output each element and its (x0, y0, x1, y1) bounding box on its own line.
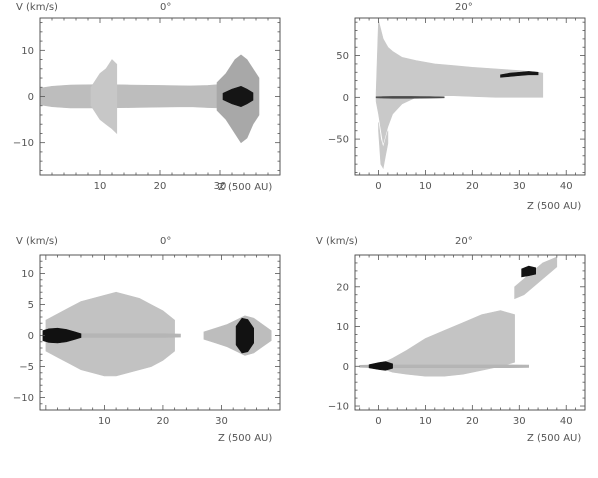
x-tick-label: 10 (419, 181, 432, 192)
series-band-top-right-0 (375, 20, 544, 144)
y-tick-label: −10 (328, 402, 349, 413)
ylabel-bottom-right: V (km/s) (316, 236, 358, 247)
xlabel-bottom-left: Z (500 AU) (218, 433, 272, 444)
x-tick-label: 0 (375, 181, 381, 192)
x-tick-label: 10 (419, 416, 432, 427)
x-tick-label: 20 (466, 181, 479, 192)
y-tick-label: 0 (343, 362, 349, 373)
panel-top-left: V (km/s) 0° Z (500 AU) 10 20 30 −10 0 10 (13, 2, 281, 193)
title-bottom-right: 20° (455, 236, 473, 247)
xlabel-top-right: Z (500 AU) (527, 201, 581, 212)
series-band-bottom-right-3 (514, 256, 558, 300)
series-band-top-left-0 (40, 84, 221, 109)
x-tick-label: 30 (214, 181, 227, 192)
x-tick-label: 10 (98, 416, 111, 427)
series-band-top-left-1 (90, 59, 118, 135)
y-tick-label: −50 (328, 135, 349, 146)
title-top-right: 20° (455, 2, 473, 13)
x-tick-label: 20 (157, 416, 170, 427)
y-tick-label: −10 (13, 138, 34, 149)
series-layer-top-right (375, 20, 544, 170)
series-band-bottom-right-2 (368, 361, 393, 371)
series-layer-top-left (40, 54, 260, 144)
y-tick-label: 0 (28, 92, 34, 103)
panel-bottom-left: V (km/s) 0° Z (500 AU) 10 20 30 −10 −5 0 5 10 (13, 236, 281, 444)
y-tick-label: 20 (336, 282, 349, 293)
series-layer-bottom-right (359, 256, 558, 377)
panel-bottom-right: V (km/s) 20° Z (500 AU) 0 10 20 30 40 −10 0 10 2… (316, 236, 586, 444)
series-band-top-right-1 (375, 96, 445, 99)
series-band-bottom-left-2 (42, 327, 82, 344)
panel-top-right: 20° Z (500 AU) 0 10 20 30 40 −50 0 50 (328, 2, 586, 212)
title-top-left: 0° (160, 2, 171, 13)
x-tick-label: 40 (560, 416, 573, 427)
x-tick-label: 40 (560, 181, 573, 192)
series-band-top-right-2 (378, 122, 389, 170)
xlabel-top-left: Z (500 AU) (218, 182, 272, 193)
y-tick-label: 10 (21, 46, 34, 57)
x-tick-label: 0 (375, 416, 381, 427)
x-tick-label: 30 (513, 416, 526, 427)
series-band-top-right-3 (500, 71, 539, 78)
y-tick-label: 0 (28, 331, 34, 342)
title-bottom-left: 0° (160, 236, 171, 247)
y-tick-label: −10 (13, 393, 34, 404)
series-band-top-left-3 (222, 85, 254, 108)
ylabel-bottom-left: V (km/s) (16, 236, 58, 247)
y-tick-label: 10 (21, 269, 34, 280)
y-tick-label: 5 (28, 300, 34, 311)
series-band-bottom-right-0 (378, 310, 515, 377)
x-tick-label: 30 (513, 181, 526, 192)
plot-frame-bottom-right (354, 254, 586, 411)
x-tick-label: 30 (215, 416, 228, 427)
y-tick-label: 10 (336, 322, 349, 333)
x-tick-label: 20 (466, 416, 479, 427)
plot-frame-top-right (354, 17, 586, 176)
y-tick-label: 0 (343, 93, 349, 104)
x-tick-label: 20 (154, 181, 167, 192)
series-band-bottom-left-4 (235, 317, 254, 354)
y-tick-label: 50 (336, 51, 349, 62)
y-tick-label: −5 (19, 362, 34, 373)
x-tick-label: 10 (94, 181, 107, 192)
xlabel-bottom-right: Z (500 AU) (527, 433, 581, 444)
series-layer-bottom-left (42, 291, 272, 377)
series-band-bottom-right-4 (521, 265, 536, 278)
plot-frame-bottom-left (39, 254, 281, 411)
ylabel-top-left: V (km/s) (16, 2, 58, 13)
